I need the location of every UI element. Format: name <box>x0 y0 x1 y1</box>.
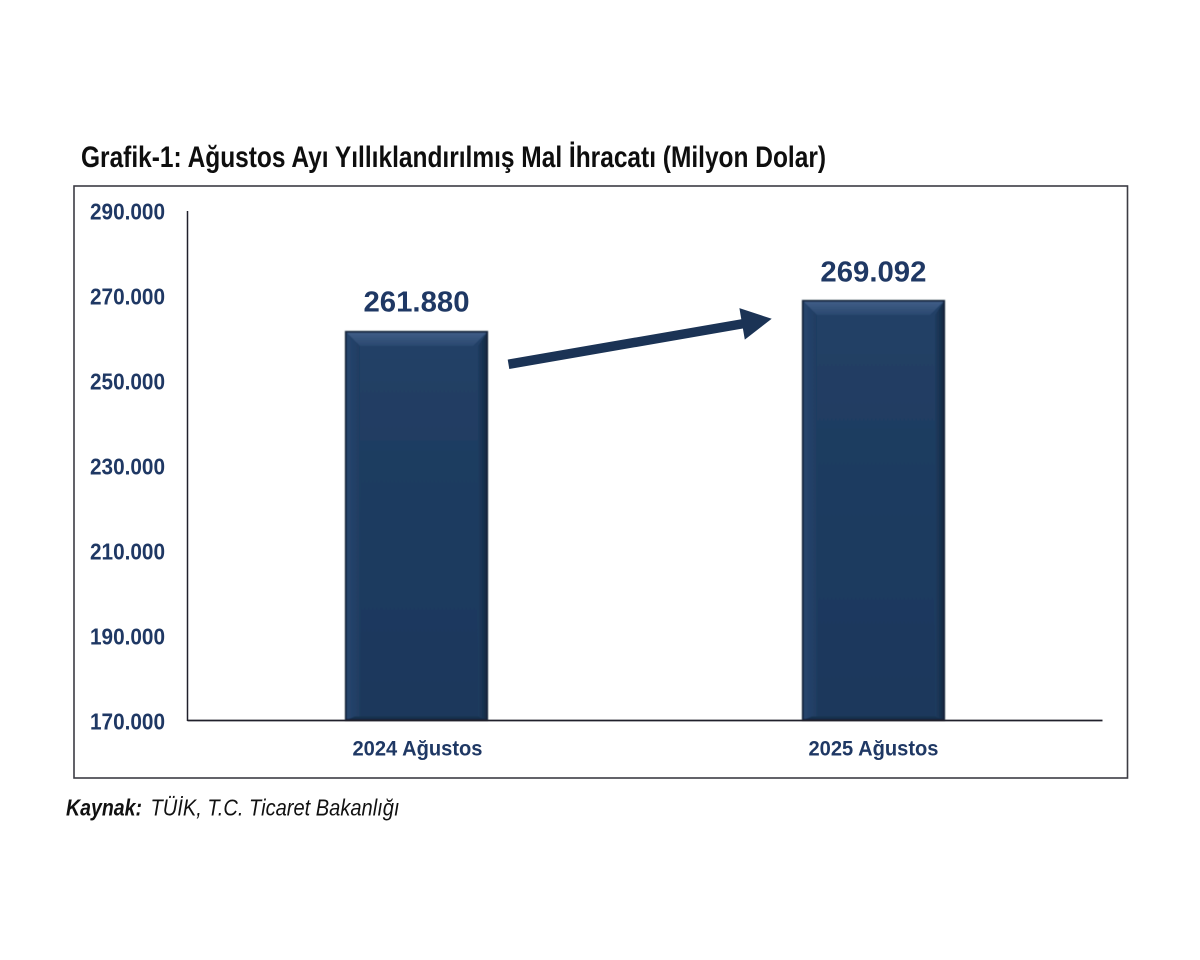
svg-text:Kaynak:: Kaynak: <box>66 795 142 821</box>
svg-text:250.000: 250.000 <box>90 368 165 394</box>
svg-text:2025 Ağustos: 2025 Ağustos <box>809 737 939 761</box>
svg-text:269.092: 269.092 <box>820 257 926 289</box>
svg-text:Grafik-1: Ağustos Ayı Yıllıkla: Grafik-1: Ağustos Ayı Yıllıklandırılmış … <box>81 141 826 174</box>
svg-text:290.000: 290.000 <box>90 198 165 224</box>
svg-text:190.000: 190.000 <box>90 623 165 649</box>
svg-text:261.880: 261.880 <box>364 287 470 319</box>
svg-text:270.000: 270.000 <box>90 283 165 309</box>
svg-text:230.000: 230.000 <box>90 453 165 479</box>
svg-text:2024 Ağustos: 2024 Ağustos <box>353 737 483 761</box>
svg-text:TÜİK, T.C. Ticaret Bakanlığı: TÜİK, T.C. Ticaret Bakanlığı <box>151 795 400 821</box>
svg-text:170.000: 170.000 <box>90 708 165 734</box>
svg-text:210.000: 210.000 <box>90 538 165 564</box>
